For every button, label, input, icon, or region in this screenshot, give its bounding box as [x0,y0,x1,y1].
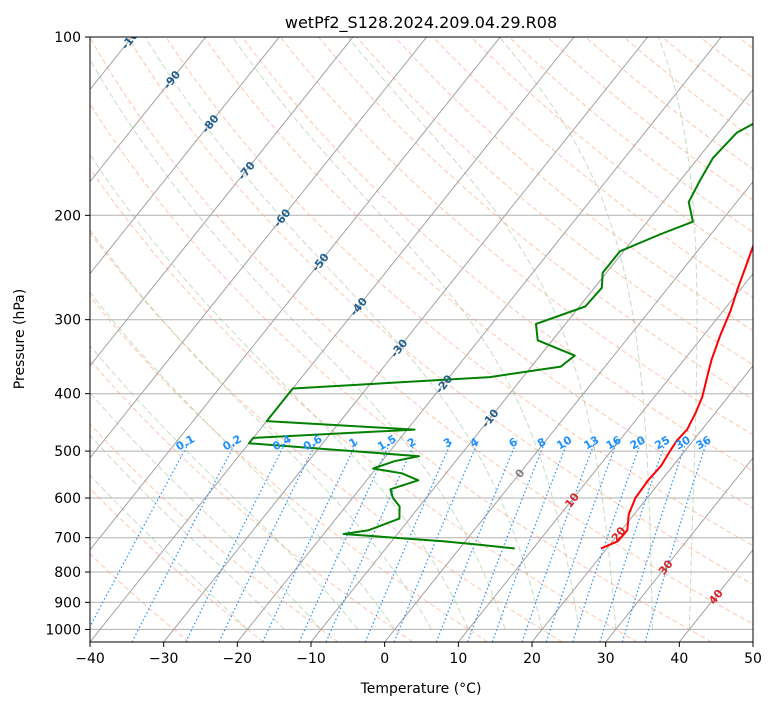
moist-adiabat-line [232,37,580,630]
isotherm-line [605,457,753,642]
plot-background [90,37,753,642]
mixing-ratio-line [298,440,392,642]
y-tick-label: 300 [54,313,81,329]
y-axis-label: Pressure (hPa) [12,289,28,389]
mixing-ratio-line [364,440,453,642]
moist-adiabat-line [658,37,698,630]
dry-adiabat-line [203,37,753,509]
isotherm-line [236,37,722,642]
mixing-ratio-line [435,440,518,642]
y-tick-label: 100 [54,30,81,46]
dry-adiabat-line [90,37,753,625]
mixing-ratio-line [621,440,687,642]
dry-adiabat-line [165,37,753,547]
y-tick-label: 700 [54,531,81,547]
dry-adiabat-line [90,423,339,642]
dry-adiabat-line [394,37,753,332]
mixing-ratio-line [644,440,708,642]
isotherm-line [90,37,207,183]
dry-adiabat-line [90,295,488,642]
mixing-ratio-line [325,440,417,642]
y-tick-label: 600 [54,491,81,507]
x-tick-label: −40 [75,651,105,667]
x-axis-label: Temperature (°C) [360,681,482,697]
moist-adiabat-line [144,37,543,630]
moist-adiabat-line [90,229,432,630]
dry-adiabat-line [90,167,638,642]
x-tick-label: −30 [149,651,179,667]
moist-adiabat-line [347,37,617,630]
temperature-profile-line [600,243,753,550]
x-tick-label: 40 [670,651,688,667]
isotherm-line [0,37,58,642]
background-lines [0,37,753,642]
x-tick-label: −10 [296,651,326,667]
y-tick-label: 400 [54,387,81,403]
moist-adiabat-line [90,58,506,630]
dry-adiabat-line [470,37,753,266]
isotherm-line [90,37,354,367]
moist-adiabat-line [90,392,322,630]
isotherm-line [90,37,280,275]
dry-adiabat-line [318,37,753,401]
y-tick-label: 500 [54,444,81,460]
mixing-ratio-line [185,440,288,642]
dry-adiabat-line [279,37,753,436]
moist-adiabat-line [90,434,285,630]
dry-adiabat-line [90,487,264,642]
mixing-ratio-line [572,440,643,642]
series-lines [248,122,753,550]
axes: −40 −30 −20 −10 0 10 20 30 40 50 100 200 300 400 500 60… [45,30,762,667]
dry-adiabat-line [90,102,712,642]
x-tick-label: 30 [597,651,615,667]
isotherm-line [90,37,575,642]
chart-title: wetPf2_S128.2024.209.04.29.R08 [285,13,557,33]
y-tick-label: 900 [54,595,81,611]
isotherm-line [163,37,649,642]
isotherm-line [457,272,753,642]
x-tick-label: −20 [223,651,253,667]
dewpoint-profile-line [248,122,753,550]
dry-adiabat-line [547,37,753,201]
x-tick-label: 0 [380,651,389,667]
x-tick-label: 10 [449,651,467,667]
x-tick-label: 50 [744,651,762,667]
mixing-ratio-line [218,440,318,642]
isotherm-line [384,180,753,642]
isotherm-line [90,37,428,459]
isotherm-line [531,364,753,642]
isotherm-line [310,88,753,642]
moist-adiabat-line [90,344,359,630]
y-tick-label: 200 [54,208,81,224]
mixing-ratio-line [262,440,359,642]
isotherm-line [90,37,501,551]
y-tick-label: 800 [54,565,81,581]
dry-adiabat-line [127,37,753,585]
dry-adiabat-line [90,231,563,642]
isotherm-line [752,641,753,642]
mixing-ratio-line [131,440,238,642]
x-tick-label: 20 [523,651,541,667]
moist-adiabat-line [499,37,653,630]
plot-frame [89,36,754,643]
y-tick-label: 1000 [45,622,81,638]
